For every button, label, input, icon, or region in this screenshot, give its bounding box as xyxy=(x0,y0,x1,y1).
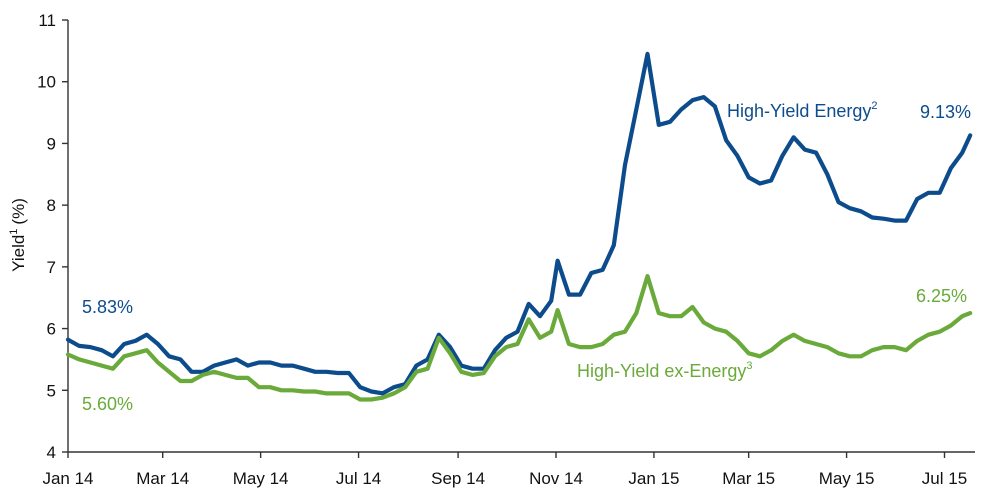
y-tick-label: 6 xyxy=(47,320,56,339)
annotation-energy-end: 9.13% xyxy=(920,102,971,122)
series-line-high-yield-ex-energy xyxy=(65,274,973,402)
x-tick-label: Jul 15 xyxy=(922,469,967,488)
series-label-high-yield-energy-footnote: 2 xyxy=(871,100,877,112)
y-tick-label: 4 xyxy=(47,443,56,462)
x-tick-label: May 14 xyxy=(233,469,289,488)
y-tick-label: 9 xyxy=(47,134,56,153)
x-ticks: Jan 14 Mar 14 May 14 Jul 14 Sep 14 Nov 14 Jan … xyxy=(42,452,967,488)
series-label-high-yield-energy-text: High-Yield Energy xyxy=(727,101,871,121)
annotation-ex-energy-end: 6.25% xyxy=(916,286,967,306)
y-ticks: 4 5 6 7 8 9 10 11 xyxy=(37,11,68,462)
y-axis-label-unit: (%) xyxy=(9,198,28,224)
series-label-high-yield-ex-energy-text: High-Yield ex-Energy xyxy=(577,361,746,381)
series-line-high-yield-energy xyxy=(65,51,973,396)
y-tick-label: 7 xyxy=(47,258,56,277)
x-tick-label: May 15 xyxy=(819,469,875,488)
y-axis-label: Yield1 (%) xyxy=(8,198,28,272)
series-label-high-yield-ex-energy: High-Yield ex-Energy3 xyxy=(577,360,753,381)
y-axis-label-sup: 1 xyxy=(8,229,20,235)
y-axis-label-text: Yield xyxy=(9,235,28,272)
x-tick-label: Sep 14 xyxy=(431,469,485,488)
y-tick-label: 11 xyxy=(38,11,56,30)
x-tick-label: Jul 14 xyxy=(336,469,381,488)
x-tick-label: Nov 14 xyxy=(529,469,583,488)
annotation-energy-start: 5.83% xyxy=(82,297,133,317)
series-label-high-yield-energy: High-Yield Energy2 xyxy=(727,100,878,121)
x-tick-label: Jan 15 xyxy=(628,469,679,488)
x-tick-label: Mar 15 xyxy=(722,469,775,488)
annotation-ex-energy-start: 5.60% xyxy=(82,394,133,414)
x-tick-label: Mar 14 xyxy=(136,469,189,488)
y-tick-label: 5 xyxy=(47,381,56,400)
y-tick-label: 10 xyxy=(37,73,56,92)
x-tick-label: Jan 14 xyxy=(42,469,93,488)
y-tick-label: 8 xyxy=(47,196,56,215)
series-label-high-yield-ex-energy-footnote: 3 xyxy=(746,360,752,372)
